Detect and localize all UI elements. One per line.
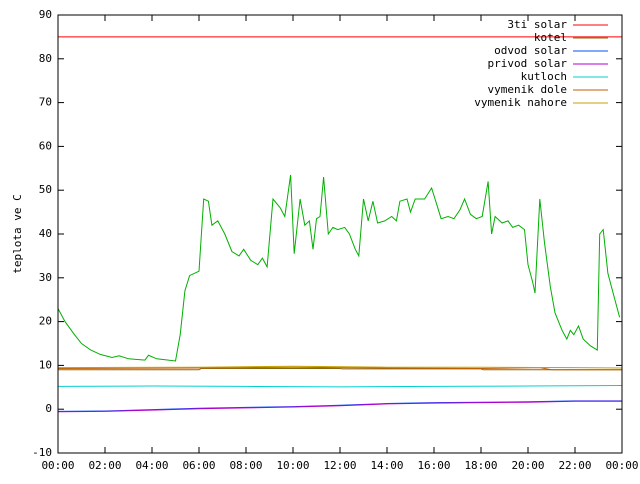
x-tick-label: 04:00 (135, 459, 168, 472)
y-tick-label: 40 (39, 227, 52, 240)
x-tick-label: 00:00 (605, 459, 638, 472)
y-tick-label: 70 (39, 96, 52, 109)
legend-label: privod solar (488, 57, 568, 70)
series-line (57, 174, 621, 362)
y-tick-label: 20 (39, 315, 52, 328)
y-tick-label: 30 (39, 271, 52, 284)
x-tick-label: 18:00 (464, 459, 497, 472)
series-line (57, 400, 622, 413)
y-tick-label: 0 (45, 402, 52, 415)
series-line (57, 366, 622, 371)
y-tick-label: 80 (39, 52, 52, 65)
y-tick-label: 90 (39, 8, 52, 21)
legend-label: 3ti solar (507, 18, 567, 31)
x-tick-label: 22:00 (558, 459, 591, 472)
x-tick-label: 00:00 (41, 459, 74, 472)
x-tick-label: 10:00 (276, 459, 309, 472)
x-tick-label: 16:00 (417, 459, 450, 472)
y-axis-label: teplota ve C (11, 194, 24, 273)
y-tick-label: 50 (39, 183, 52, 196)
legend-label: vymenik dole (488, 83, 567, 96)
y-tick-label: 60 (39, 139, 52, 152)
x-tick-label: 14:00 (370, 459, 403, 472)
legend-label: kotel (534, 31, 567, 44)
series-line (57, 365, 623, 369)
x-tick-label: 12:00 (323, 459, 356, 472)
y-tick-label: -10 (32, 446, 52, 459)
x-tick-label: 06:00 (182, 459, 215, 472)
series-line (57, 385, 623, 388)
plot-frame (57, 14, 623, 454)
legend-label: kutloch (521, 70, 567, 83)
x-tick-label: 08:00 (229, 459, 262, 472)
x-tick-label: 20:00 (511, 459, 544, 472)
x-tick-label: 02:00 (88, 459, 121, 472)
legend-label: odvod solar (494, 44, 567, 57)
series-line (58, 368, 622, 371)
y-tick-label: 10 (39, 358, 52, 371)
legend-label: vymenik nahore (474, 96, 567, 109)
